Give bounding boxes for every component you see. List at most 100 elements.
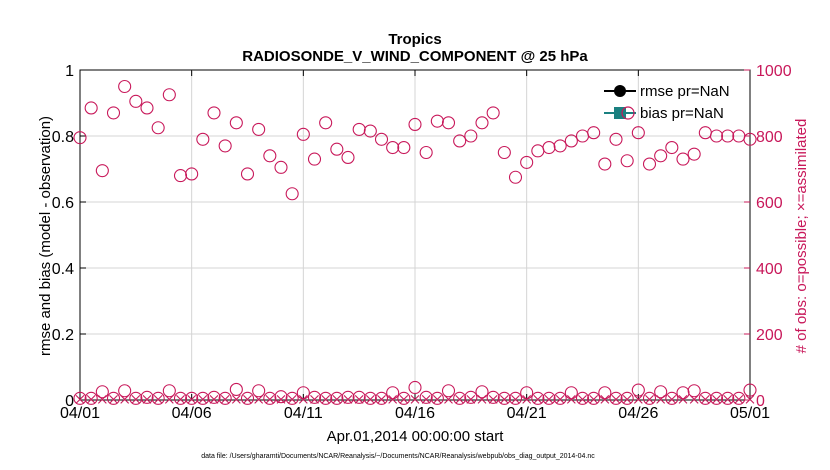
x-tick-label: 04/11 — [284, 405, 323, 422]
obs-count-circle-marker — [631, 383, 645, 397]
y-right-tick-label: 1000 — [756, 63, 792, 80]
obs-count-circle-marker — [598, 157, 612, 171]
obs-count-circle-marker — [709, 391, 724, 405]
assimilated-x-marker — [153, 394, 163, 404]
obs-count-circle-marker — [698, 391, 712, 405]
obs-count-circle-marker — [319, 391, 333, 405]
obs-count-circle-marker — [374, 132, 389, 146]
obs-count-circle-marker — [464, 129, 478, 143]
assimilated-x-marker — [611, 394, 621, 404]
assimilated-x-marker — [265, 394, 275, 404]
obs-count-circle-marker — [620, 154, 634, 168]
obs-count-circle-marker — [118, 79, 132, 94]
obs-count-circle-marker — [218, 139, 232, 153]
assimilated-x-marker — [723, 394, 733, 404]
assimilated-x-marker — [75, 394, 85, 404]
assimilated-x-marker — [600, 394, 610, 404]
y-left-tick-label: 0.8 — [52, 129, 74, 146]
obs-count-circle-marker — [542, 141, 556, 155]
assimilated-x-marker — [700, 394, 710, 404]
obs-count-circle-marker — [441, 116, 456, 130]
assimilated-x-marker — [176, 394, 185, 404]
obs-count-circle-marker — [430, 391, 444, 405]
obs-count-circle-marker — [129, 94, 143, 108]
y-left-tick-label: 0.2 — [52, 327, 74, 344]
legend-bias-label: bias pr=NaN — [640, 105, 724, 122]
obs-count-circle-marker — [274, 390, 288, 404]
obs-count-circle-marker — [743, 132, 757, 146]
grid — [80, 70, 750, 400]
obs-count-circle-marker — [363, 391, 377, 405]
obs-count-circle-marker — [196, 391, 210, 405]
assimilated-x-marker — [455, 394, 465, 404]
assimilated-x-marker — [499, 394, 509, 404]
assimilated-x-marker — [678, 394, 688, 404]
assimilated-x-marker — [421, 394, 431, 404]
obs-count-circle-marker — [475, 116, 489, 130]
obs-count-circle-marker — [587, 391, 601, 405]
obs-count-circle-marker — [687, 384, 701, 398]
assimilated-x-marker — [276, 394, 286, 404]
legend-rmse-label: rmse pr=NaN — [640, 83, 730, 100]
assimilated-x-marker — [645, 394, 654, 404]
assimilated-x-marker — [120, 394, 130, 404]
obs-count-circle-marker — [386, 141, 400, 155]
data-markers — [73, 79, 757, 405]
obs-count-circle-marker — [229, 382, 243, 396]
obs-count-circle-marker — [129, 391, 143, 405]
obs-count-circle-marker — [307, 390, 322, 404]
obs-count-circle-marker — [274, 160, 288, 174]
obs-count-circle-marker — [263, 149, 277, 163]
obs-count-circle-marker — [620, 391, 634, 405]
x-tick-label: 04/01 — [60, 405, 100, 422]
obs-count-circle-marker — [542, 391, 556, 405]
assimilated-x-marker — [86, 394, 96, 404]
assimilated-x-marker — [689, 394, 699, 404]
obs-count-circle-marker — [73, 391, 87, 405]
obs-count-circle-marker — [140, 101, 154, 115]
assimilated-x-marker — [488, 394, 498, 404]
legend-rmse-marker — [614, 85, 626, 97]
obs-count-circle-marker — [575, 391, 590, 405]
legend-bias-overlap-circle — [621, 106, 635, 120]
obs-count-circle-marker — [676, 152, 690, 166]
assimilated-x-marker — [522, 394, 532, 404]
obs-count-circle-marker — [397, 141, 411, 155]
obs-count-circle-marker — [520, 155, 534, 169]
x-tick-label: 04/26 — [618, 405, 658, 422]
y-left-tick-label: 1 — [65, 63, 74, 80]
obs-count-circle-marker — [374, 391, 389, 405]
assimilated-x-marker — [410, 394, 420, 404]
obs-count-circle-marker — [587, 126, 601, 140]
assimilated-x-marker — [656, 394, 666, 404]
obs-count-circle-marker — [609, 132, 623, 146]
obs-count-circle-marker — [341, 390, 355, 404]
assimilated-x-marker — [734, 394, 744, 404]
obs-count-circle-marker — [553, 391, 567, 405]
assimilated-x-marker — [622, 394, 632, 404]
assimilated-x-marker — [254, 394, 264, 404]
obs-count-circle-marker — [307, 152, 322, 166]
obs-count-circle-marker — [207, 106, 221, 120]
obs-count-circle-marker — [341, 150, 355, 164]
assimilated-x-marker — [578, 394, 587, 404]
assimilated-x-marker — [544, 394, 554, 404]
y-right-axis-label: # of obs: o=possible; ×=assimilated — [793, 119, 810, 354]
assimilated-x-marker — [243, 394, 252, 404]
obs-count-circle-marker — [665, 141, 679, 155]
obs-count-circle-marker — [240, 167, 255, 181]
assimilated-x-marker — [377, 394, 386, 404]
obs-count-circle-marker — [162, 88, 176, 102]
obs-count-circle-marker — [162, 384, 176, 398]
assimilated-x-marker — [231, 394, 241, 404]
obs-count-circle-marker — [352, 122, 366, 136]
obs-count-circle-marker — [709, 129, 724, 143]
obs-count-circle-marker — [497, 145, 511, 160]
assimilated-x-marker — [555, 394, 565, 404]
assimilated-x-marker — [354, 394, 364, 404]
assimilated-x-marker — [432, 394, 442, 404]
obs-count-circle-marker — [553, 139, 567, 153]
obs-count-circle-marker — [687, 147, 701, 161]
obs-count-circle-marker — [285, 187, 299, 201]
obs-count-circle-marker — [106, 391, 121, 405]
